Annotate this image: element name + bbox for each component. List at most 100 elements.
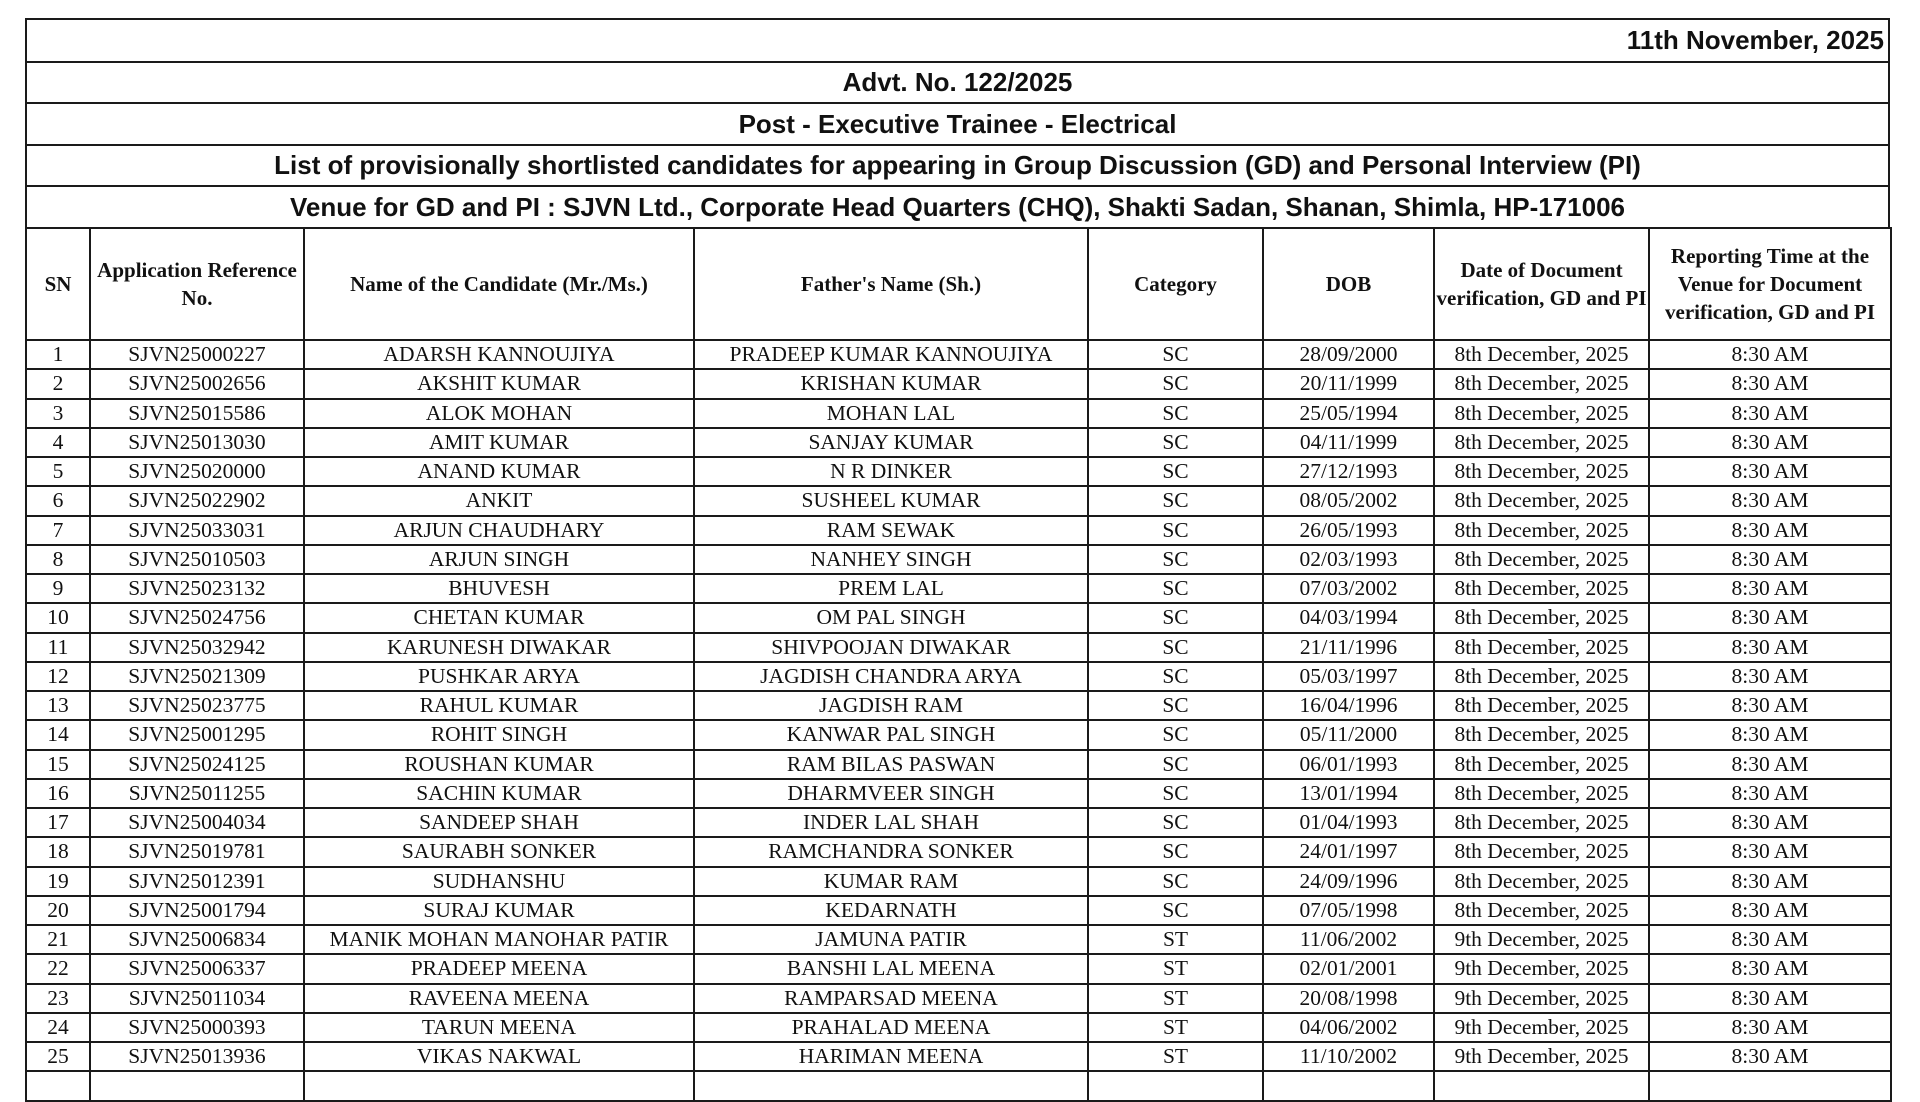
cell-application-ref: SJVN25000227 [89,338,305,371]
col-verification-date: Date of Document verification, GD and PI [1433,227,1650,341]
cell-reporting-time: 8:30 AM [1648,602,1892,634]
cell-sn: 23 [25,982,91,1014]
cell-category: SC [1087,836,1264,868]
cell-father-name: RAM SEWAK [693,514,1089,546]
table-row: 8 SJVN25010503 ARJUN SINGH NANHEY SINGH SC 02… [25,543,1892,576]
cell-candidate-name: SURAJ KUMAR [303,894,695,927]
cell-category: SC [1087,719,1264,751]
cell-candidate-name: SANDEEP SHAH [303,806,695,839]
cell-application-ref: SJVN25032942 [89,631,305,663]
cell-dob: 26/05/1993 [1262,514,1435,546]
cell-verification-date: 8th December, 2025 [1433,338,1650,371]
cell-reporting-time: 8:30 AM [1648,923,1892,956]
cell-application-ref: SJVN25012391 [89,865,305,897]
list-title: List of provisionally shortlisted candid… [25,144,1890,185]
cell-candidate-name: AKSHIT KUMAR [303,368,695,400]
cell-verification-date: 8th December, 2025 [1433,660,1650,693]
cell-verification-date: 8th December, 2025 [1433,894,1650,927]
cell-father-name: JAGDISH CHANDRA ARYA [693,660,1089,693]
cell-father-name: HARIMAN MEENA [693,1040,1089,1073]
cell-verification-date: 8th December, 2025 [1433,368,1650,400]
cell-father-name: BANSHI LAL MEENA [693,953,1089,985]
cell-application-ref: SJVN25001295 [89,719,305,751]
cell-category: SC [1087,543,1264,576]
cell-verification-date: 9th December, 2025 [1433,1040,1650,1073]
cell-sn: 3 [25,397,91,429]
cell-father-name: MOHAN LAL [693,397,1089,429]
cell-father-name: SANJAY KUMAR [693,426,1089,459]
cell-verification-date: 8th December, 2025 [1433,631,1650,663]
cell-category: SC [1087,748,1264,780]
cell-father-name: KRISHAN KUMAR [693,368,1089,400]
cell-application-ref: SJVN25006834 [89,923,305,956]
cell-sn: 12 [25,660,91,693]
cell-reporting-time: 8:30 AM [1648,572,1892,605]
cell-verification-date: 8th December, 2025 [1433,748,1650,780]
table-row: 15 SJVN25024125 ROUSHAN KUMAR RAM BILAS PAS… [25,748,1892,780]
table-row: 1 SJVN25000227 ADARSH KANNOUJIYA PRADEEP KU… [25,338,1892,371]
cell-reporting-time: 8:30 AM [1648,485,1892,517]
cell-father-name: PREM LAL [693,572,1089,605]
cell-sn: 4 [25,426,91,459]
cell-sn: 17 [25,806,91,839]
cell-application-ref: SJVN25015586 [89,397,305,429]
table-row: 14 SJVN25001295 ROHIT SINGH KANWAR PAL SING… [25,719,1892,751]
cell-candidate-name: SACHIN KUMAR [303,777,695,810]
cell-verification-date: 8th December, 2025 [1433,806,1650,839]
cell-father-name [693,1070,1089,1102]
cell-father-name: SHIVPOOJAN DIWAKAR [693,631,1089,663]
cell-category: SC [1087,572,1264,605]
cell-sn: 25 [25,1040,91,1073]
cell-dob: 02/03/1993 [1262,543,1435,576]
cell-category: ST [1087,1040,1264,1073]
cell-sn: 19 [25,865,91,897]
cell-category: SC [1087,894,1264,927]
cell-application-ref: SJVN25020000 [89,455,305,488]
cell-father-name: JAMUNA PATIR [693,923,1089,956]
cell-category: SC [1087,631,1264,663]
cell-application-ref: SJVN25004034 [89,806,305,839]
cell-reporting-time: 8:30 AM [1648,455,1892,488]
cell-candidate-name: PRADEEP MEENA [303,953,695,985]
cell-candidate-name: SAURABH SONKER [303,836,695,868]
cell-reporting-time: 8:30 AM [1648,543,1892,576]
table-row: 2 SJVN25002656 AKSHIT KUMAR KRISHAN KUMAR SC… [25,368,1892,400]
cell-sn: 24 [25,1011,91,1044]
cell-category: SC [1087,455,1264,488]
cell-dob: 05/11/2000 [1262,719,1435,751]
cell-verification-date: 8th December, 2025 [1433,689,1650,722]
col-category: Category [1087,227,1264,341]
cell-category: SC [1087,660,1264,693]
cell-dob: 04/11/1999 [1262,426,1435,459]
cell-application-ref: SJVN25001794 [89,894,305,927]
cell-sn: 20 [25,894,91,927]
cell-reporting-time: 8:30 AM [1648,514,1892,546]
cell-father-name: KANWAR PAL SINGH [693,719,1089,751]
table-row: 19 SJVN25012391 SUDHANSHU KUMAR RAM SC 24/09/… [25,865,1892,897]
cell-verification-date: 8th December, 2025 [1433,572,1650,605]
table-row: 16 SJVN25011255 SACHIN KUMAR DHARMVEER SING… [25,777,1892,810]
cell-application-ref: SJVN25024125 [89,748,305,780]
cell-candidate-name: RAHUL KUMAR [303,689,695,722]
cell-candidate-name: ANKIT [303,485,695,517]
cell-candidate-name: ADARSH KANNOUJIYA [303,338,695,371]
cell-application-ref: SJVN25006337 [89,953,305,985]
cell-verification-date: 8th December, 2025 [1433,836,1650,868]
advertisement-number: Advt. No. 122/2025 [25,61,1890,102]
cell-dob: 16/04/1996 [1262,689,1435,722]
cell-category: ST [1087,1011,1264,1044]
cell-verification-date: 9th December, 2025 [1433,923,1650,956]
candidates-table: SN Application Reference No. Name of the… [25,227,1892,1102]
cell-father-name: JAGDISH RAM [693,689,1089,722]
cell-reporting-time: 8:30 AM [1648,689,1892,722]
cell-reporting-time: 8:30 AM [1648,719,1892,751]
cell-sn: 9 [25,572,91,605]
cell-father-name: OM PAL SINGH [693,602,1089,634]
cell-reporting-time: 8:30 AM [1648,953,1892,985]
table-header-row: SN Application Reference No. Name of the… [25,227,1892,341]
cell-dob: 11/10/2002 [1262,1040,1435,1073]
cell-candidate-name: ARJUN SINGH [303,543,695,576]
cell-father-name: KEDARNATH [693,894,1089,927]
cell-reporting-time: 8:30 AM [1648,660,1892,693]
cell-application-ref [89,1070,305,1102]
